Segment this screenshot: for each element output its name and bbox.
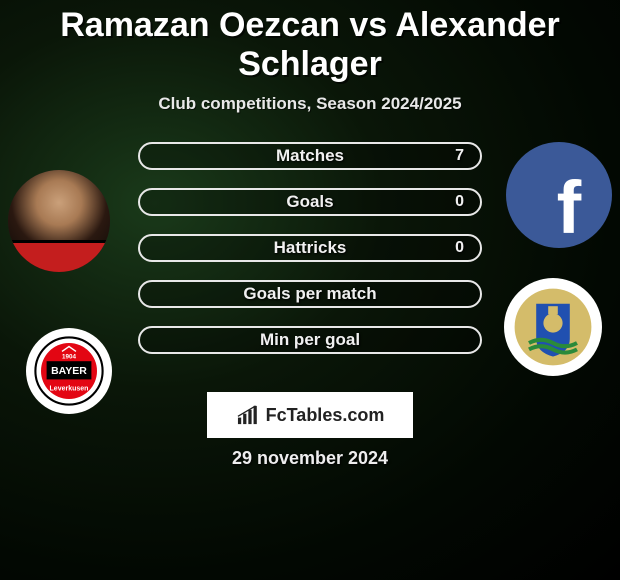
svg-text:Leverkusen: Leverkusen: [50, 386, 89, 393]
comparison-area: f 1904 BAYER Leverkusen Matches 7: [0, 142, 620, 422]
page-title: Ramazan Oezcan vs Alexander Schlager: [0, 0, 620, 84]
svg-text:BAYER: BAYER: [51, 365, 87, 377]
date-text: 29 november 2024: [0, 448, 620, 469]
stat-row-hattricks: Hattricks 0: [138, 234, 482, 262]
stat-label: Min per goal: [140, 328, 480, 352]
stat-right-value: 0: [455, 190, 464, 214]
stat-row-min-per-goal: Min per goal: [138, 326, 482, 354]
stat-label: Goals: [140, 190, 480, 214]
player-left-avatar: [8, 170, 110, 272]
player-right-avatar: f: [506, 142, 612, 248]
brand-watermark: FcTables.com: [207, 392, 413, 438]
stat-row-matches: Matches 7: [138, 142, 482, 170]
fctables-logo-icon: [236, 404, 262, 426]
stat-label: Hattricks: [140, 236, 480, 260]
stat-bars: Matches 7 Goals 0 Hattricks 0 Goals per …: [138, 142, 482, 372]
stat-right-value: 0: [455, 236, 464, 260]
stat-row-goals-per-match: Goals per match: [138, 280, 482, 308]
brand-text: FcTables.com: [266, 405, 385, 426]
club-right-badge: [504, 278, 602, 376]
club-left-badge: 1904 BAYER Leverkusen: [26, 328, 112, 414]
subtitle: Club competitions, Season 2024/2025: [0, 94, 620, 114]
svg-text:1904: 1904: [62, 353, 77, 360]
leverkusen-badge-icon: 1904 BAYER Leverkusen: [34, 336, 104, 406]
stat-row-goals: Goals 0: [138, 188, 482, 216]
stat-label: Matches: [140, 144, 480, 168]
stat-label: Goals per match: [140, 282, 480, 306]
facebook-placeholder-icon: f: [506, 142, 612, 248]
right-club-badge-icon: [513, 287, 593, 367]
stat-right-value: 7: [455, 144, 464, 168]
